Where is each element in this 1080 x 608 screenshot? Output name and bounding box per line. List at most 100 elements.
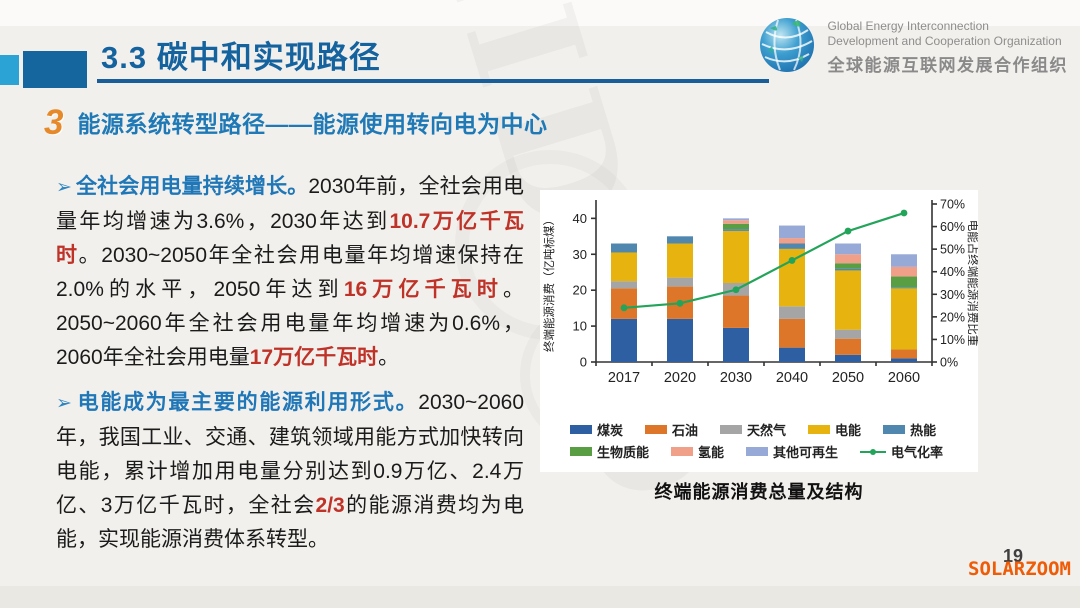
- legend-item-其他可再生: 其他可再生: [746, 442, 838, 461]
- globe-icon: [756, 14, 818, 81]
- legend-item-天然气: 天然气: [720, 420, 786, 439]
- line-marker: [788, 257, 796, 264]
- legend-item-石油: 石油: [645, 420, 698, 439]
- bar-segment-其他可再生: [723, 218, 749, 221]
- title-underline: [97, 79, 769, 83]
- x-tick-label: 2050: [832, 370, 864, 386]
- left-tick-label: 20: [573, 283, 587, 298]
- legend-label: 电气化率: [891, 445, 944, 460]
- logo-line1: Global Energy Interconnection: [827, 19, 989, 33]
- legend-row: 生物质能 氢能 其他可再生 电气化率: [570, 442, 974, 461]
- left-tick-label: 10: [573, 319, 587, 334]
- bar-segment-其他可再生: [835, 243, 861, 255]
- legend-item-电能: 电能: [808, 420, 861, 439]
- legend-label: 电能: [835, 423, 862, 438]
- bar-segment-石油: [779, 318, 805, 348]
- bar-segment-电能: [667, 243, 693, 278]
- line-marker: [900, 209, 908, 217]
- bullet-text: 的能源消费均为电能，实现能源消费体系转型。: [56, 494, 524, 551]
- legend-swatch: [883, 425, 906, 434]
- bar-segment-生物质能: [891, 276, 917, 288]
- legend-label: 氢能: [698, 445, 725, 460]
- legend-label: 煤炭: [597, 423, 624, 438]
- bullet-item: ➢ 电能成为最主要的能源利用形式。2030~2060年，我国工业、交通、建筑领域用…: [56, 386, 524, 557]
- bullet-text: 。: [378, 346, 400, 369]
- bullet-text: 2030年前，全社会用电量年均增速为3.6%，2030年达到: [56, 175, 525, 233]
- bar-segment-煤炭: [723, 327, 749, 362]
- legend-line-swatch: [860, 447, 887, 456]
- bullet-item: ➢ 全社会用电量持续增长。2030年前，全社会用电量年均增速为3.6%，2030年…: [56, 170, 524, 375]
- bar-segment-煤炭: [835, 354, 861, 362]
- bullet-text: 。2030~2050年全社会用电量年均增速保持在2.0%的水平，2050年达到: [56, 244, 525, 301]
- right-tick-label: 20%: [940, 310, 965, 324]
- bar-segment-煤炭: [611, 318, 637, 362]
- left-axis-title: 终端能源消费（亿吨标煤）: [542, 214, 556, 352]
- legend-label: 其他可再生: [773, 445, 839, 460]
- x-tick-label: 2030: [720, 370, 752, 386]
- legend-item-氢能: 氢能: [671, 442, 724, 461]
- x-tick-label: 2020: [664, 370, 696, 386]
- legend-swatch: [720, 425, 743, 434]
- bar-segment-煤炭: [667, 318, 693, 362]
- bar-segment-氢能: [835, 254, 861, 264]
- bar-segment-氢能: [779, 238, 805, 244]
- bar-segment-热能: [723, 229, 749, 231]
- bar-segment-热能: [891, 287, 917, 289]
- bar-segment-热能: [779, 243, 805, 249]
- electrification-line: [623, 211, 905, 309]
- bar-segment-电能: [611, 252, 637, 282]
- bar-segment-其他可再生: [891, 254, 917, 267]
- bar-segment-石油: [835, 338, 861, 355]
- right-tick-label: 60%: [940, 220, 965, 234]
- bar-segment-煤炭: [891, 358, 917, 362]
- legend-item-生物质能: 生物质能: [570, 442, 649, 461]
- right-tick-label: 40%: [940, 265, 965, 279]
- bar-segment-氢能: [891, 266, 917, 277]
- bar-segment-石油: [723, 295, 749, 328]
- legend-label: 生物质能: [597, 445, 650, 460]
- legend-swatch: [570, 425, 592, 434]
- bar-segment-生物质能: [723, 223, 749, 230]
- accent-square-light: [0, 55, 19, 85]
- bar-segment-天然气: [667, 277, 693, 287]
- legend-item-热能: 热能: [883, 420, 936, 439]
- right-tick-label: 30%: [940, 288, 965, 302]
- logo-text: Global Energy Interconnection Developmen…: [828, 19, 1069, 76]
- bar-segment-石油: [891, 349, 917, 359]
- bullet-text: 16万亿千瓦时: [343, 278, 503, 301]
- x-tick-label: 2017: [608, 370, 640, 386]
- line-marker: [732, 286, 740, 294]
- legend-label: 热能: [910, 423, 937, 438]
- bullet-arrow-icon: ➢: [56, 393, 72, 414]
- bullet-lead: 电能成为最主要的能源利用形式。: [75, 391, 419, 414]
- bar-segment-氢能: [723, 220, 749, 224]
- bullet-list: ➢ 全社会用电量持续增长。2030年前，全社会用电量年均增速为3.6%，2030年…: [56, 170, 524, 568]
- page-title: 3.3 碳中和实现路径: [101, 40, 381, 75]
- right-axis-title: 电能占终端能源消费比重: [966, 220, 978, 347]
- bullet-text: 2030~2060年，我国工业、交通、建筑领域用能方式加快转向电能，累计增加用电…: [56, 391, 524, 517]
- legend-label: 天然气: [747, 423, 787, 438]
- right-tick-label: 0%: [940, 356, 958, 370]
- bar-segment-石油: [611, 288, 637, 319]
- bullet-arrow-icon: ➢: [56, 177, 72, 198]
- legend-swatch: [808, 425, 831, 434]
- section-heading-row: 3 能源系统转型路径——能源使用转向电为中心: [44, 104, 547, 144]
- accent-square-dark: [23, 51, 87, 88]
- line-marker: [676, 299, 684, 307]
- bar-segment-电能: [835, 270, 861, 330]
- left-tick-label: 30: [573, 247, 587, 262]
- chart-panel: 0 10 20 30 40 0% 10% 20% 30% 40% 50% 60% 70% 2017 2020…: [540, 190, 980, 472]
- bullet-text: 2/3: [315, 494, 345, 517]
- right-tick-label: 50%: [940, 243, 965, 257]
- bottom-band: [0, 586, 1080, 608]
- bar-segment-热能: [611, 243, 637, 253]
- legend-item-煤炭: 煤炭: [570, 420, 623, 439]
- bar-segment-热能: [835, 268, 861, 271]
- left-tick-label: 0: [580, 355, 587, 370]
- bullet-text: 。2050~2060年全社会用电量年均增速为0.6%，2060年全社会用电量: [56, 278, 524, 369]
- legend-swatch: [746, 447, 769, 456]
- bar-segment-生物质能: [835, 263, 861, 269]
- x-tick-label: 2060: [888, 370, 920, 386]
